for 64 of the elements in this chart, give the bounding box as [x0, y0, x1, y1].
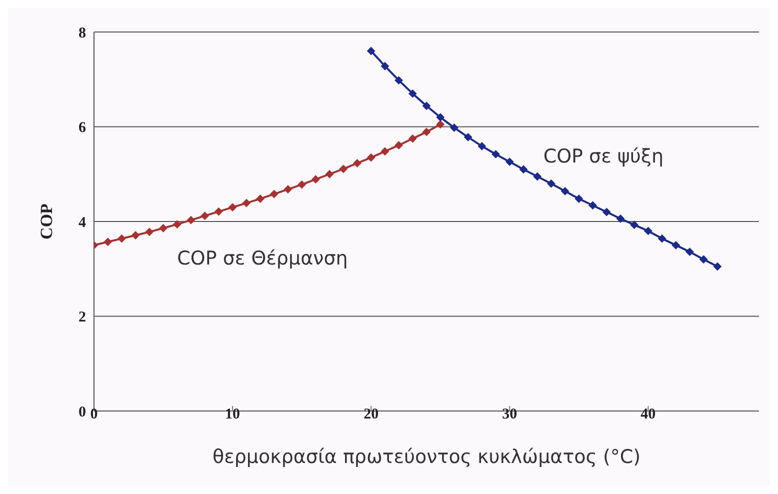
point: [658, 234, 666, 243]
point: [478, 142, 486, 150]
series-label: COP σε Θέρμανση: [177, 247, 348, 270]
point: [104, 238, 112, 246]
point: [298, 180, 306, 189]
point: [256, 194, 264, 203]
point: [132, 231, 140, 240]
x-tick-label: 10: [225, 406, 240, 423]
point: [492, 150, 500, 158]
point: [422, 102, 430, 110]
y-tick-label: 4: [78, 214, 86, 231]
point: [547, 180, 556, 188]
x-tick-label: 40: [640, 406, 656, 423]
point: [367, 46, 376, 55]
point: [713, 262, 722, 271]
y-tick-label: 2: [78, 310, 86, 326]
point: [561, 187, 570, 196]
point: [700, 255, 708, 264]
point: [422, 128, 430, 136]
point: [394, 76, 403, 84]
point: [339, 164, 348, 173]
point: [408, 134, 417, 143]
x-axis-title: θερμοκρασία πρωτεύοντος κυκλώματος (°C): [212, 446, 641, 468]
point: [394, 141, 403, 150]
y-axis-title: COP: [37, 204, 56, 240]
point: [145, 228, 154, 236]
point: [519, 165, 528, 174]
y-tick-label: 6: [78, 120, 86, 136]
point: [602, 208, 611, 216]
point: [173, 220, 182, 228]
point: [630, 220, 638, 229]
x-tick-label: 30: [502, 406, 518, 423]
point: [672, 241, 680, 250]
point: [242, 199, 250, 208]
point: [270, 190, 278, 198]
point: [312, 175, 320, 184]
point: [214, 208, 223, 216]
point: [506, 158, 514, 166]
point: [533, 172, 542, 180]
x-tick-label: 0: [90, 406, 98, 423]
series-label: COP σε ψύξη: [543, 145, 664, 168]
x-tick-label: 20: [364, 406, 379, 423]
point: [574, 194, 583, 203]
point: [200, 212, 209, 220]
point: [644, 226, 652, 235]
point: [408, 90, 417, 98]
y-tick-label: 8: [78, 25, 86, 42]
point: [616, 214, 624, 223]
point: [118, 234, 126, 243]
point: [326, 170, 334, 178]
point: [353, 159, 362, 168]
point: [380, 147, 389, 156]
point: [436, 113, 444, 122]
point: [380, 62, 389, 70]
point: [436, 120, 444, 128]
point: [367, 154, 376, 162]
point: [450, 124, 458, 132]
point: [588, 201, 597, 210]
point: [464, 133, 472, 142]
point: [284, 185, 292, 194]
point: [228, 203, 237, 212]
point: [186, 216, 195, 224]
point: [159, 224, 168, 232]
point: [686, 248, 694, 256]
